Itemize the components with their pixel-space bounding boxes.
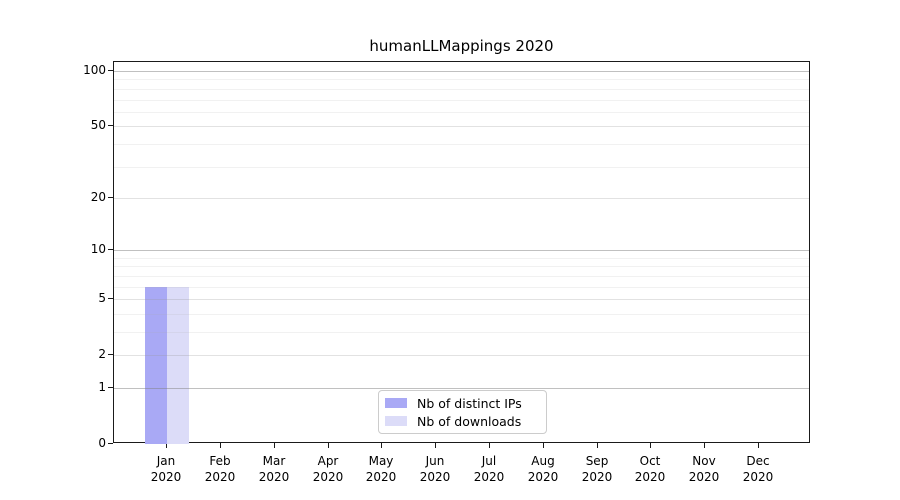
legend-swatch-downloads	[385, 416, 407, 426]
x-tick-mark-mar	[274, 443, 275, 448]
y-tick-label-50: 50	[90, 118, 106, 132]
y-tick-label-100: 100	[83, 63, 106, 77]
y-tick-label-0: 0	[98, 436, 106, 450]
legend-entry-downloads: Nb of downloads	[385, 414, 540, 429]
y-tick-label-5: 5	[98, 291, 106, 305]
x-tick-label-nov: Nov 2020	[688, 454, 720, 484]
x-tick-label-jan: Jan 2020	[150, 454, 182, 484]
gridline-y-9	[114, 258, 809, 259]
y-tick-mark-50	[108, 125, 113, 126]
bar-nb-of-downloads	[167, 286, 190, 444]
x-tick-label-dec: Dec 2020	[742, 454, 774, 484]
y-tick-label-2: 2	[98, 347, 106, 361]
gridline-y-30	[114, 167, 809, 168]
x-tick-mark-jul	[489, 443, 490, 448]
x-tick-mark-may	[381, 443, 382, 448]
gridline-y-7	[114, 276, 809, 277]
x-tick-mark-apr	[328, 443, 329, 448]
y-tick-mark-10	[108, 249, 113, 250]
gridline-y-1	[114, 388, 809, 389]
gridline-y-60	[114, 112, 809, 113]
y-tick-mark-2	[108, 354, 113, 355]
x-tick-mark-feb	[220, 443, 221, 448]
legend-label-downloads: Nb of downloads	[417, 413, 522, 429]
y-tick-mark-5	[108, 298, 113, 299]
gridline-y-4	[114, 314, 809, 315]
chart-title: humanLLMappings 2020	[369, 37, 554, 55]
bar-nb-of-distinct-ips	[145, 286, 168, 444]
gridline-y-3	[114, 332, 809, 333]
x-tick-mark-dec	[758, 443, 759, 448]
x-tick-label-mar: Mar 2020	[258, 454, 290, 484]
x-tick-mark-oct	[650, 443, 651, 448]
gridline-y-2	[114, 355, 809, 356]
gridline-y-5	[114, 299, 809, 300]
x-tick-label-sep: Sep 2020	[581, 454, 613, 484]
legend-label-distinct-ips: Nb of distinct IPs	[417, 395, 522, 411]
legend: Nb of distinct IPs Nb of downloads	[378, 390, 547, 434]
x-tick-mark-jun	[435, 443, 436, 448]
gridline-y-40	[114, 144, 809, 145]
x-tick-label-jul: Jul 2020	[473, 454, 505, 484]
x-tick-label-jun: Jun 2020	[419, 454, 451, 484]
x-tick-label-feb: Feb 2020	[204, 454, 236, 484]
gridline-y-100	[114, 71, 809, 72]
gridline-y-10	[114, 250, 809, 251]
y-tick-mark-20	[108, 197, 113, 198]
legend-entry-distinct-ips: Nb of distinct IPs	[385, 396, 540, 411]
y-tick-mark-100	[108, 70, 113, 71]
y-tick-mark-1	[108, 387, 113, 388]
x-tick-mark-nov	[704, 443, 705, 448]
gridline-y-8	[114, 266, 809, 267]
x-tick-label-apr: Apr 2020	[312, 454, 344, 484]
y-tick-mark-0	[108, 443, 113, 444]
gridline-y-70	[114, 100, 809, 101]
gridline-y-50	[114, 126, 809, 127]
gridline-y-20	[114, 198, 809, 199]
x-tick-mark-sep	[597, 443, 598, 448]
gridline-y-80	[114, 89, 809, 90]
x-tick-mark-jan	[166, 443, 167, 448]
x-tick-label-may: May 2020	[365, 454, 397, 484]
gridline-y-6	[114, 287, 809, 288]
y-tick-label-1: 1	[98, 380, 106, 394]
plot-area	[113, 61, 810, 444]
x-tick-label-oct: Oct 2020	[634, 454, 666, 484]
legend-swatch-distinct-ips	[385, 398, 407, 408]
y-tick-label-20: 20	[90, 190, 106, 204]
x-tick-label-aug: Aug 2020	[527, 454, 559, 484]
x-tick-mark-aug	[543, 443, 544, 448]
y-tick-label-10: 10	[90, 242, 106, 256]
gridline-y-90	[114, 79, 809, 80]
